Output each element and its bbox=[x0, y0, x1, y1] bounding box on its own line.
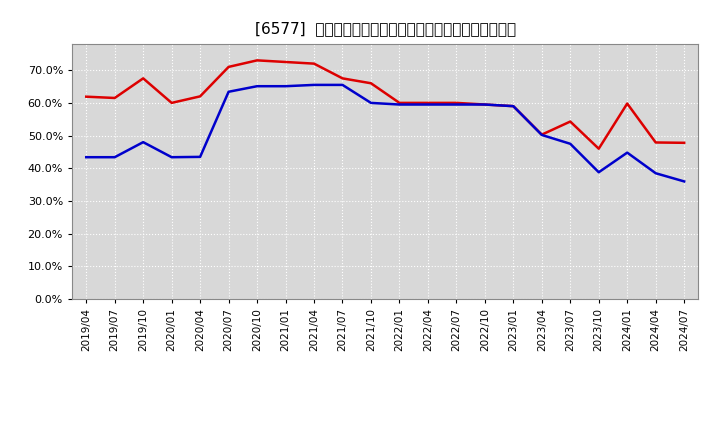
有利子負債 bbox=[680, 179, 688, 184]
現頑金 bbox=[452, 100, 461, 106]
現頑金 bbox=[537, 132, 546, 137]
有利子負債 bbox=[595, 169, 603, 175]
Title: [6577]  現頑金、有利子負債の総資産に対する比率の推移: [6577] 現頑金、有利子負債の総資産に対する比率の推移 bbox=[255, 21, 516, 36]
有利子負債 bbox=[82, 154, 91, 160]
現頑金 bbox=[225, 64, 233, 70]
有利子負債 bbox=[652, 171, 660, 176]
現頑金 bbox=[139, 76, 148, 81]
現頑金 bbox=[480, 102, 489, 107]
現頑金 bbox=[253, 58, 261, 63]
有利子負債 bbox=[282, 84, 290, 89]
現頑金 bbox=[110, 95, 119, 101]
有利子負債 bbox=[395, 102, 404, 107]
現頑金 bbox=[652, 140, 660, 145]
Legend: 現頑金, 有利子負債: 現頑金, 有利子負債 bbox=[300, 438, 471, 440]
有利子負債 bbox=[338, 82, 347, 88]
現頑金 bbox=[366, 81, 375, 86]
現頑金 bbox=[167, 100, 176, 106]
現頑金 bbox=[509, 103, 518, 109]
現頑金 bbox=[338, 76, 347, 81]
Line: 有利子負債: 有利子負債 bbox=[86, 85, 684, 181]
現頑金 bbox=[566, 119, 575, 124]
有利子負債 bbox=[253, 84, 261, 89]
現頑金 bbox=[310, 61, 318, 66]
有利子負債 bbox=[196, 154, 204, 160]
現頑金 bbox=[423, 100, 432, 106]
現頑金 bbox=[395, 100, 404, 106]
有利子負債 bbox=[167, 154, 176, 160]
有利子負債 bbox=[366, 100, 375, 106]
有利子負債 bbox=[623, 150, 631, 155]
有利子負債 bbox=[537, 132, 546, 138]
有利子負債 bbox=[225, 89, 233, 95]
有利子負債 bbox=[310, 82, 318, 88]
有利子負債 bbox=[110, 154, 119, 160]
現頑金 bbox=[196, 94, 204, 99]
現頑金 bbox=[82, 94, 91, 99]
現頑金 bbox=[623, 101, 631, 106]
有利子負債 bbox=[509, 103, 518, 109]
現頑金 bbox=[282, 59, 290, 65]
有利子負債 bbox=[139, 139, 148, 145]
有利子負債 bbox=[566, 141, 575, 147]
有利子負債 bbox=[452, 102, 461, 107]
現頑金 bbox=[680, 140, 688, 146]
Line: 現頑金: 現頑金 bbox=[86, 60, 684, 149]
現頑金 bbox=[595, 146, 603, 151]
有利子負債 bbox=[480, 102, 489, 107]
有利子負債 bbox=[423, 102, 432, 107]
